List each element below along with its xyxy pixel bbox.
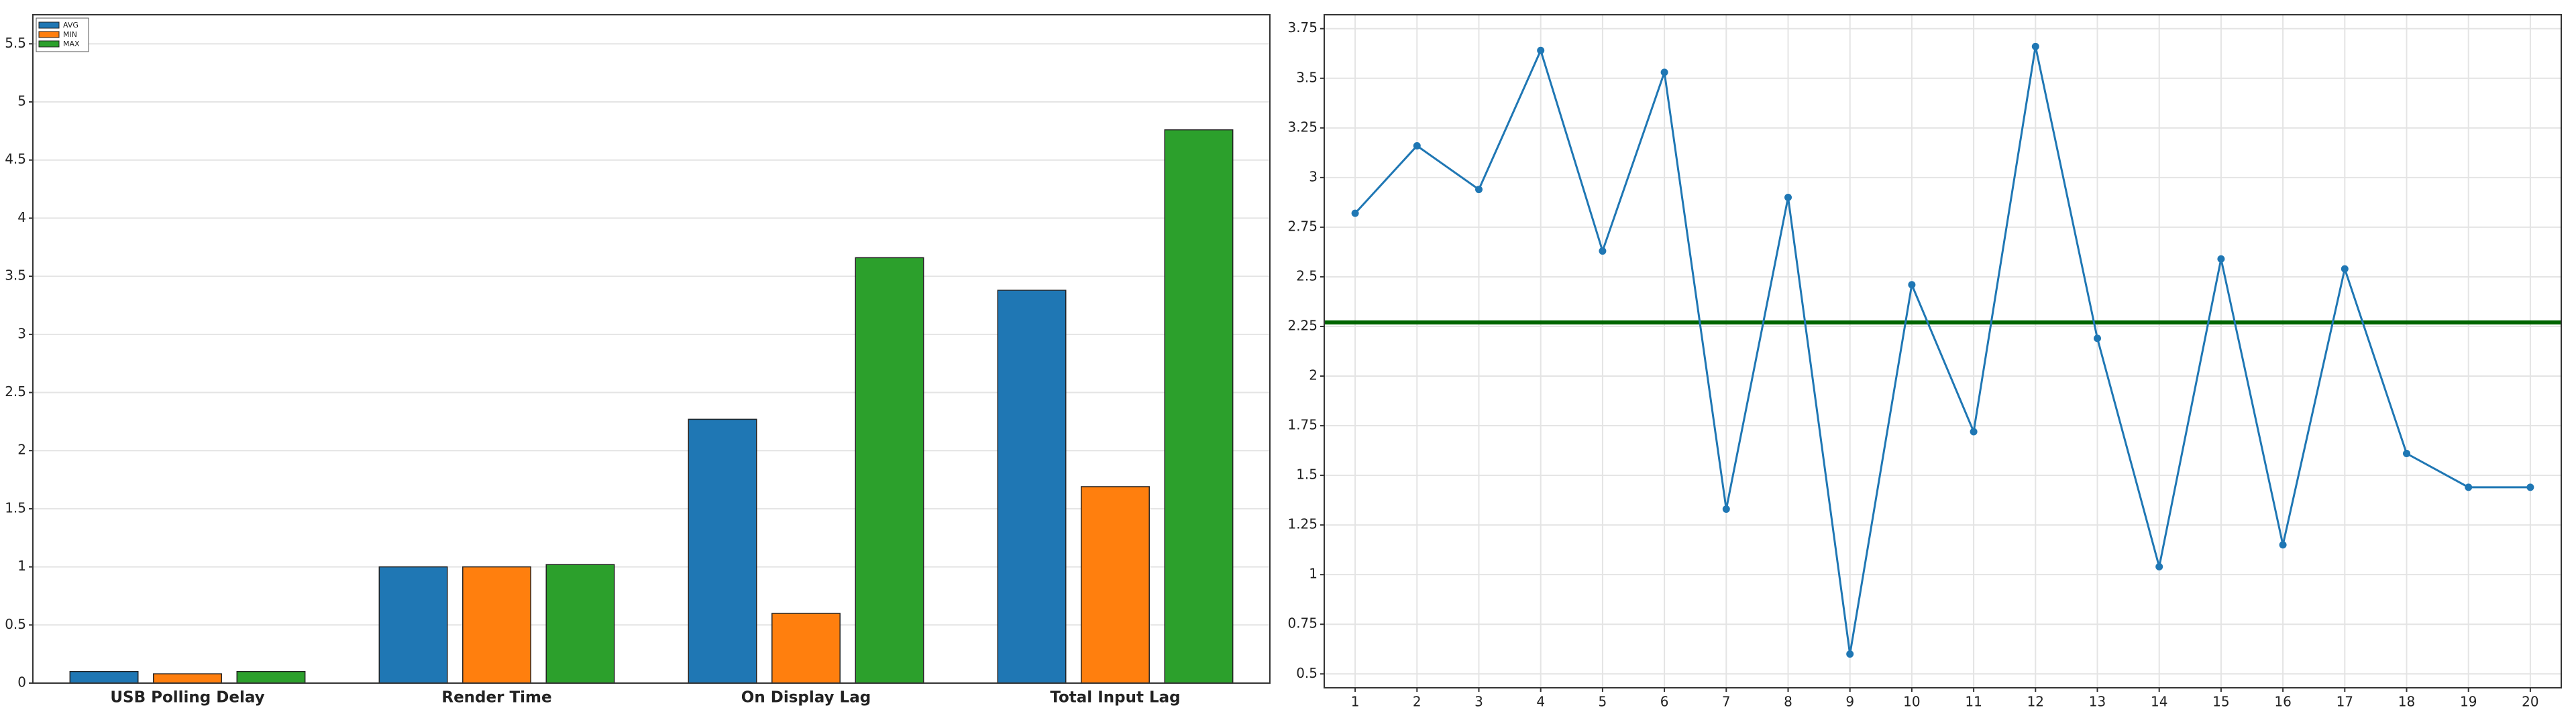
x-tick-label: 3 <box>1474 694 1483 710</box>
legend-swatch <box>38 40 60 48</box>
x-tick-label: Total Input Lag <box>1050 689 1180 707</box>
y-tick-label: 2.75 <box>1287 218 1318 234</box>
y-tick-label: 3.5 <box>5 267 26 284</box>
bar <box>1081 486 1150 684</box>
data-point <box>1722 505 1730 513</box>
y-tick-label: 4.5 <box>5 151 26 167</box>
plot-frame <box>1324 14 2562 688</box>
x-tick-label: 1 <box>1351 694 1360 710</box>
y-tick-label: 2 <box>1309 367 1318 383</box>
y-tick-label: 0.75 <box>1287 615 1318 631</box>
x-tick-label: 7 <box>1722 694 1731 710</box>
chart-panel: 0.5 0.75 1 1.25 1.5 1.75 2 2.25 2.5 2.75 3 3.25 3.5 3… <box>1287 14 2562 710</box>
plot-area <box>1324 15 2561 688</box>
y-tick-label: 2 <box>17 442 26 458</box>
y-tick-label: 2.25 <box>1287 317 1318 333</box>
data-point <box>2031 42 2039 50</box>
x-tick-label: 12 <box>2027 694 2044 710</box>
data-point <box>1908 281 1916 289</box>
y-tick-label: 5.5 <box>5 35 26 51</box>
y-tick-label: 0.5 <box>5 616 26 632</box>
y-tick-label: 5 <box>17 93 26 109</box>
data-point <box>1413 141 1421 149</box>
y-tick-label: 2.5 <box>1296 267 1318 284</box>
y-tick-label: 1.5 <box>1296 467 1318 483</box>
x-tick-label: 17 <box>2337 694 2353 710</box>
bar <box>688 418 757 684</box>
y-tick-label: 3.25 <box>1287 119 1318 135</box>
x-tick-label: 8 <box>1784 694 1792 710</box>
x-tick-label: 6 <box>1660 694 1669 710</box>
data-point <box>2155 562 2163 570</box>
bar <box>855 257 924 684</box>
bar <box>462 566 531 684</box>
bar <box>153 673 222 684</box>
data-point <box>2217 255 2225 263</box>
y-tick-label: 1.5 <box>5 499 26 516</box>
data-point <box>1970 428 1978 436</box>
x-tick-label: On Display Lag <box>741 689 871 707</box>
legend-label: MAX <box>63 40 80 48</box>
bar <box>378 566 448 684</box>
bar <box>997 290 1067 684</box>
data-point <box>1537 46 1545 54</box>
data-point <box>2403 450 2410 458</box>
data-point <box>2465 483 2473 491</box>
bar <box>545 564 615 684</box>
x-tick-label: 13 <box>2089 694 2106 710</box>
data-line <box>1354 46 2530 654</box>
legend-label: MIN <box>63 30 77 39</box>
y-tick-label: 1.75 <box>1287 417 1318 433</box>
x-tick-label: 10 <box>1903 694 1920 710</box>
legend-label: AVG <box>63 21 78 29</box>
x-tick-label: 11 <box>1965 694 1982 710</box>
y-tick-label: 3 <box>1309 168 1318 184</box>
data-point <box>1660 68 1668 76</box>
legend-swatch <box>38 31 60 38</box>
bar <box>1164 129 1234 684</box>
y-tick-label: 0 <box>17 674 26 690</box>
x-tick-label: USB Polling Delay <box>110 689 264 707</box>
y-tick-label: 3.5 <box>1296 69 1318 85</box>
data-point <box>2094 335 2101 343</box>
bar <box>69 670 139 684</box>
bar <box>771 613 841 684</box>
x-tick-label: 19 <box>2460 694 2477 710</box>
data-point <box>2279 541 2287 549</box>
data-point <box>1351 209 1359 217</box>
data-point <box>1784 193 1792 201</box>
y-tick-label: 1 <box>17 558 26 574</box>
x-tick-label: 4 <box>1536 694 1545 710</box>
data-point <box>1599 247 1607 255</box>
x-tick-label: Render Time <box>441 689 551 707</box>
legend-swatch <box>38 21 60 29</box>
data-point <box>1475 186 1483 194</box>
x-tick-label: 18 <box>2398 694 2415 710</box>
data-point <box>1846 650 1854 658</box>
y-tick-label: 1 <box>1309 566 1318 582</box>
y-tick-label: 2.5 <box>5 383 26 400</box>
bar <box>236 670 306 684</box>
x-tick-label: 9 <box>1845 694 1854 710</box>
y-tick-label: 1.25 <box>1287 516 1318 532</box>
y-tick-label: 4 <box>17 209 26 225</box>
y-tick-label: 0.5 <box>1296 665 1318 681</box>
chart-panel: 0 0.5 1 1.5 2 2.5 3 3.5 4 4.5 5 5.5 USB Polling Dela… <box>5 14 1271 707</box>
x-tick-label: 14 <box>2151 694 2167 710</box>
y-tick-label: 3 <box>17 325 26 341</box>
x-tick-label: 5 <box>1599 694 1607 710</box>
x-tick-label: 20 <box>2522 694 2538 710</box>
plot-frame <box>32 14 1271 684</box>
data-point <box>2526 483 2534 491</box>
y-tick-label: 3.75 <box>1287 19 1318 36</box>
x-tick-label: 16 <box>2274 694 2291 710</box>
x-tick-label: 2 <box>1413 694 1421 710</box>
data-point <box>2341 265 2349 273</box>
x-tick-label: 15 <box>2212 694 2229 710</box>
